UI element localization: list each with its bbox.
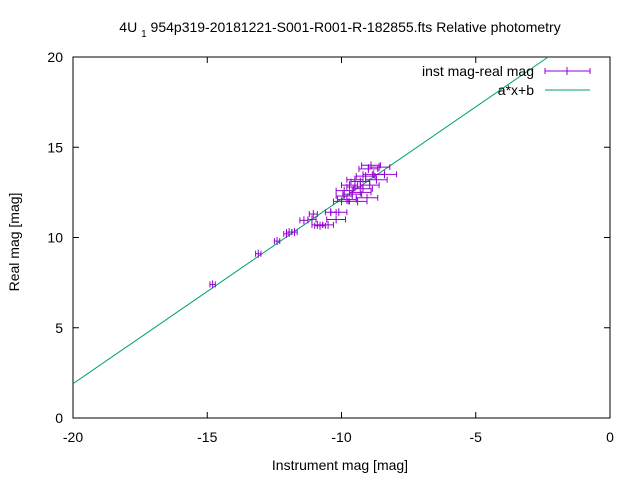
plot-border <box>72 56 611 419</box>
data-point <box>255 249 262 258</box>
data-point <box>311 220 324 229</box>
x-tick-label: -15 <box>197 429 217 445</box>
data-point <box>330 208 348 217</box>
legend-label: inst mag-real mag <box>422 63 534 79</box>
data-point <box>349 188 372 197</box>
data-point <box>209 280 216 289</box>
legend-entry: inst mag-real mag <box>422 63 591 79</box>
data-point <box>367 163 391 172</box>
fit-line <box>72 56 549 385</box>
data-point <box>347 197 368 206</box>
chart-title-rest: 954p319-20181221-S001-R001-R-182855.fts … <box>151 19 561 35</box>
x-tick-label: -10 <box>331 429 351 445</box>
data-point <box>336 195 357 204</box>
data-point <box>308 210 318 219</box>
y-tick-label: 0 <box>55 410 63 426</box>
y-tick-label: 15 <box>47 139 63 155</box>
data-point <box>365 175 388 184</box>
legend-entry: a*x+b <box>498 82 590 98</box>
data-point <box>285 228 293 237</box>
chart-title-prefix: 4U <box>119 19 137 35</box>
data-point <box>273 237 281 246</box>
data-point <box>291 228 298 237</box>
data-point <box>322 220 334 229</box>
x-axis-label: Instrument mag [mag] <box>272 457 408 473</box>
chart-title-subscript: 1 <box>141 29 147 40</box>
legend-label: a*x+b <box>498 82 534 98</box>
data-point <box>359 181 380 190</box>
y-tick-label: 20 <box>47 49 63 65</box>
y-tick-label: 5 <box>55 320 63 336</box>
series-layer <box>72 56 549 385</box>
data-point <box>342 190 363 199</box>
plot-area: -20 -15 -10 -5 0 0 5 10 15 20 <box>47 49 614 445</box>
legend: inst mag-real mag a*x+b <box>422 63 591 98</box>
x-tick-label: -20 <box>63 429 83 445</box>
x-tick-label: -5 <box>470 429 483 445</box>
data-point <box>371 170 398 179</box>
y-tick-label: 10 <box>47 230 63 246</box>
data-point <box>355 193 379 202</box>
y-axis: 0 5 10 15 20 <box>47 49 610 426</box>
x-axis: -20 -15 -10 -5 0 <box>63 57 614 445</box>
y-axis-label: Real mag [mag] <box>6 193 22 292</box>
data-point <box>326 215 347 224</box>
x-tick-label: 0 <box>606 429 614 445</box>
data-point <box>314 221 326 230</box>
chart-title: 4U 1 954p319-20181221-S001-R001-R-182855… <box>119 19 560 40</box>
